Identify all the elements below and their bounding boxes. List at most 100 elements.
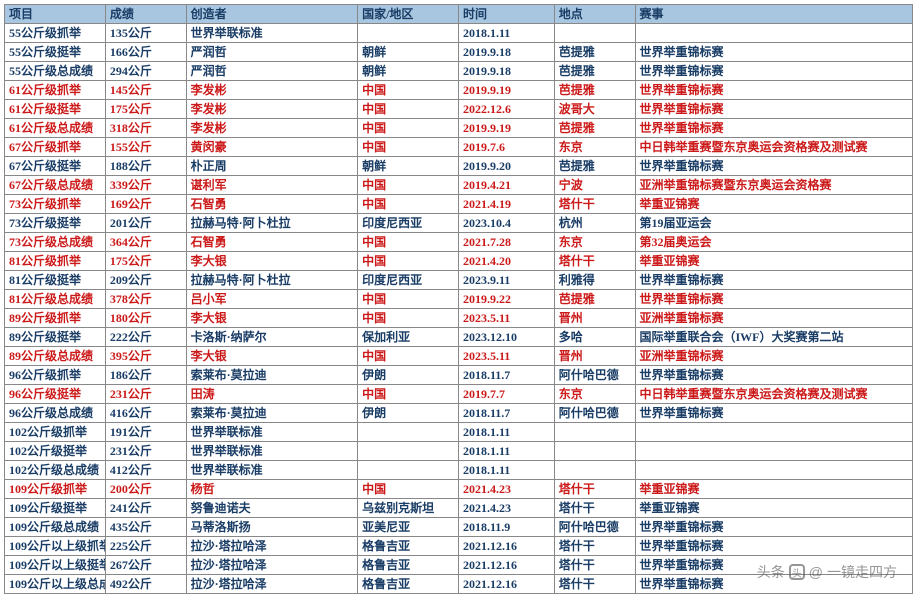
table-row: 102公斤级抓举191公斤世界举联标准2018.1.11 <box>5 423 913 442</box>
table-cell: 严润哲 <box>186 43 358 62</box>
table-cell: 2021.4.20 <box>458 252 554 271</box>
table-cell: 中国 <box>358 100 459 119</box>
col-header: 成绩 <box>105 5 186 24</box>
table-cell: 拉赫马特·阿卜杜拉 <box>186 271 358 290</box>
table-cell: 芭提雅 <box>554 43 635 62</box>
table-cell: 67公斤级总成绩 <box>5 176 106 195</box>
table-cell: 55公斤级挺举 <box>5 43 106 62</box>
table-row: 81公斤级抓举175公斤李大银中国2021.4.20塔什干举重亚锦赛 <box>5 252 913 271</box>
table-cell: 318公斤 <box>105 119 186 138</box>
col-header: 时间 <box>458 5 554 24</box>
table-cell: 芭提雅 <box>554 81 635 100</box>
table-row: 55公斤级挺举166公斤严润哲朝鲜2019.9.18芭提雅世界举重锦标赛 <box>5 43 913 62</box>
table-cell: 2019.9.18 <box>458 62 554 81</box>
table-cell: 世界举重锦标赛 <box>635 518 913 537</box>
table-cell <box>554 24 635 43</box>
table-row: 89公斤级总成绩395公斤李大银中国2023.5.11晋州亚洲举重锦标赛 <box>5 347 913 366</box>
table-cell: 412公斤 <box>105 461 186 480</box>
table-cell: 世界举重锦标赛 <box>635 537 913 556</box>
table-cell: 世界举重锦标赛 <box>635 271 913 290</box>
table-cell: 格鲁吉亚 <box>358 575 459 594</box>
table-cell: 拉沙·塔拉哈泽 <box>186 537 358 556</box>
table-cell: 2019.9.22 <box>458 290 554 309</box>
col-header: 创造者 <box>186 5 358 24</box>
table-cell: 塔什干 <box>554 575 635 594</box>
table-cell: 2019.9.19 <box>458 119 554 138</box>
table-cell: 李发彬 <box>186 81 358 100</box>
table-row: 61公斤级抓举145公斤李发彬中国2019.9.19芭提雅世界举重锦标赛 <box>5 81 913 100</box>
table-cell: 67公斤级挺举 <box>5 157 106 176</box>
table-cell: 2023.9.11 <box>458 271 554 290</box>
table-cell: 102公斤级总成绩 <box>5 461 106 480</box>
table-cell: 世界举重锦标赛 <box>635 43 913 62</box>
table-cell: 利雅得 <box>554 271 635 290</box>
table-cell: 伊朗 <box>358 404 459 423</box>
table-cell: 109公斤级抓举 <box>5 480 106 499</box>
table-cell: 国际举重联合会（IWF）大奖赛第二站 <box>635 328 913 347</box>
table-cell: 世界举重锦标赛 <box>635 556 913 575</box>
table-cell: 世界举重锦标赛 <box>635 81 913 100</box>
table-cell: 61公斤级总成绩 <box>5 119 106 138</box>
table-cell: 中国 <box>358 480 459 499</box>
table-cell: 拉沙·塔拉哈泽 <box>186 575 358 594</box>
table-cell: 55公斤级抓举 <box>5 24 106 43</box>
table-cell: 格鲁吉亚 <box>358 556 459 575</box>
table-cell: 102公斤级挺举 <box>5 442 106 461</box>
table-cell: 2019.9.20 <box>458 157 554 176</box>
table-cell: 印度尼西亚 <box>358 271 459 290</box>
table-cell: 卡洛斯·纳萨尔 <box>186 328 358 347</box>
table-cell <box>635 442 913 461</box>
table-cell: 朝鲜 <box>358 43 459 62</box>
table-cell: 109公斤以上级挺举 <box>5 556 106 575</box>
table-cell: 芭提雅 <box>554 290 635 309</box>
table-cell: 塔什干 <box>554 195 635 214</box>
table-cell: 世界举重锦标赛 <box>635 62 913 81</box>
table-cell: 61公斤级挺举 <box>5 100 106 119</box>
table-cell: 世界举重锦标赛 <box>635 366 913 385</box>
table-cell <box>635 24 913 43</box>
table-cell: 222公斤 <box>105 328 186 347</box>
table-cell: 89公斤级抓举 <box>5 309 106 328</box>
table-cell: 世界举重锦标赛 <box>635 575 913 594</box>
table-cell: 294公斤 <box>105 62 186 81</box>
table-cell: 81公斤级抓举 <box>5 252 106 271</box>
table-row: 73公斤级挺举201公斤拉赫马特·阿卜杜拉印度尼西亚2023.10.4杭州第19… <box>5 214 913 233</box>
table-cell: 东京 <box>554 385 635 404</box>
table-cell: 塔什干 <box>554 499 635 518</box>
table-cell: 中日韩举重赛暨东京奥运会资格赛及测试赛 <box>635 138 913 157</box>
table-row: 73公斤级抓举169公斤石智勇中国2021.4.19塔什干举重亚锦赛 <box>5 195 913 214</box>
table-cell: 2023.12.10 <box>458 328 554 347</box>
table-cell: 石智勇 <box>186 195 358 214</box>
col-header: 地点 <box>554 5 635 24</box>
table-cell: 塔什干 <box>554 556 635 575</box>
table-cell: 世界举重锦标赛 <box>635 100 913 119</box>
table-cell: 举重亚锦赛 <box>635 480 913 499</box>
table-cell: 395公斤 <box>105 347 186 366</box>
table-cell: 芭提雅 <box>554 157 635 176</box>
table-cell: 李大银 <box>186 347 358 366</box>
table-cell: 231公斤 <box>105 442 186 461</box>
table-cell: 209公斤 <box>105 271 186 290</box>
table-cell: 2023.5.11 <box>458 347 554 366</box>
table-cell: 73公斤级总成绩 <box>5 233 106 252</box>
table-cell: 李大银 <box>186 252 358 271</box>
table-cell: 241公斤 <box>105 499 186 518</box>
table-cell: 亚洲举重锦标赛 <box>635 347 913 366</box>
table-cell: 吕小军 <box>186 290 358 309</box>
table-cell: 亚美尼亚 <box>358 518 459 537</box>
table-cell: 492公斤 <box>105 575 186 594</box>
table-cell: 石智勇 <box>186 233 358 252</box>
table-row: 89公斤级抓举180公斤李大银中国2023.5.11晋州亚洲举重锦标赛 <box>5 309 913 328</box>
table-cell: 2019.9.18 <box>458 43 554 62</box>
table-cell: 世界举重锦标赛 <box>635 404 913 423</box>
table-cell: 2018.1.11 <box>458 442 554 461</box>
table-cell: 2021.12.16 <box>458 556 554 575</box>
table-cell: 2021.4.23 <box>458 480 554 499</box>
table-cell: 塔什干 <box>554 480 635 499</box>
table-cell: 225公斤 <box>105 537 186 556</box>
table-cell: 田涛 <box>186 385 358 404</box>
table-cell: 2023.10.4 <box>458 214 554 233</box>
table-cell: 175公斤 <box>105 100 186 119</box>
table-cell: 中国 <box>358 347 459 366</box>
table-cell: 芭提雅 <box>554 119 635 138</box>
